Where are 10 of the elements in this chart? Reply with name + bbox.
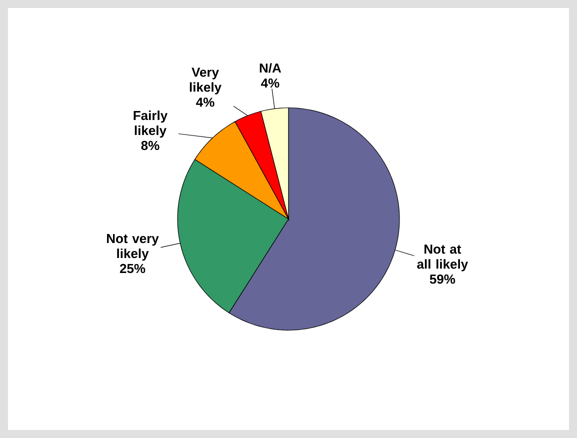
slice-label: N/A	[260, 63, 282, 73]
data-label: 25%	[120, 264, 146, 274]
data-label: 8%	[141, 140, 160, 150]
slice-label: Fairly likely	[134, 110, 168, 138]
data-label: 59%	[430, 274, 456, 284]
slice-label: Not at all likely	[417, 244, 468, 272]
slice-label: Very likely	[190, 68, 222, 94]
data-label: 4%	[196, 98, 214, 107]
data-label: 4%	[261, 78, 280, 88]
slice-label: Not very likely	[107, 234, 159, 261]
